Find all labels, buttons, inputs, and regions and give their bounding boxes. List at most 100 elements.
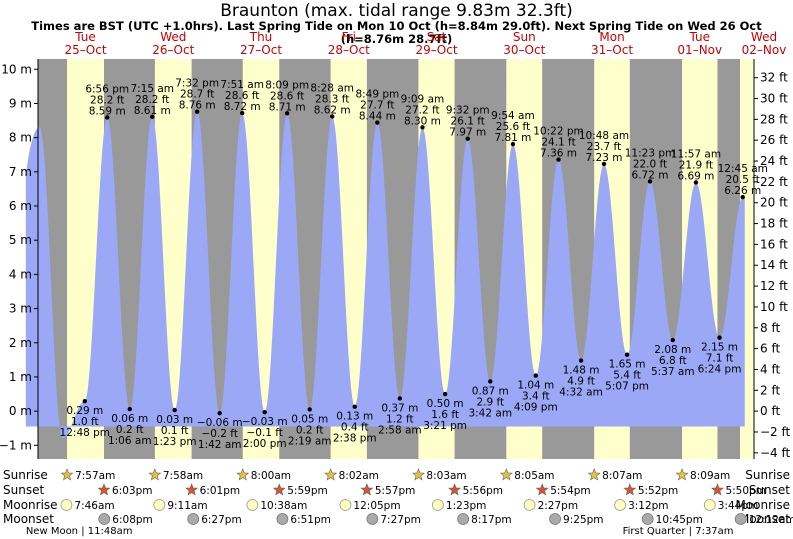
tide-metre-label: 0.37 m	[381, 402, 418, 414]
right-tick-label: 4 ft	[760, 362, 780, 376]
left-tick-label: 4 m	[9, 267, 32, 281]
tide-metre-label: 8.59 m	[89, 105, 126, 117]
sunset-time: 6:01pm	[200, 485, 240, 497]
tide-point	[510, 141, 516, 147]
tide-point	[601, 161, 607, 167]
tide-time-label: 5:07 pm	[605, 381, 649, 393]
tide-point	[150, 114, 155, 119]
sunrise-icon	[148, 468, 162, 481]
sunrise-time: 8:09am	[690, 470, 730, 482]
left-tick-label: 10 m	[1, 62, 32, 76]
moonrise-time: 12:05pm	[353, 500, 400, 512]
tide-metre-label: 0.50 m	[427, 398, 464, 410]
tide-point	[240, 110, 245, 116]
tide-point	[647, 179, 653, 184]
right-tick-label: 32 ft	[760, 71, 788, 85]
tide-time-label: 5:37 am	[651, 366, 695, 378]
tide-area	[25, 111, 745, 439]
sunrise-icon	[587, 468, 601, 481]
tide-feet-label: 20.5 ft	[726, 174, 760, 186]
tide-time-label: 8:28 am	[310, 82, 354, 94]
tide-feet-label: 3.4 ft	[522, 391, 550, 403]
sunset-icon	[272, 483, 286, 496]
tide-feet-label: 5.4 ft	[613, 370, 641, 382]
tide-point	[693, 180, 699, 185]
day-date: 25–Oct	[65, 43, 107, 57]
day-of-week: Tue	[74, 30, 96, 44]
sunrise-time: 8:00am	[251, 470, 291, 482]
sunset-time: 6:03pm	[112, 485, 152, 497]
moonrise-icon	[614, 499, 626, 511]
tide-feet-label: 28.3 ft	[315, 93, 349, 105]
tide-metre-label: 7.97 m	[449, 127, 486, 139]
tide-time-label: 10:22 pm	[533, 126, 584, 138]
tide-point	[670, 337, 675, 343]
tide-point	[172, 407, 177, 413]
tide-feet-label: 27.7 ft	[360, 100, 394, 112]
sunset-time: 5:56pm	[463, 485, 503, 497]
sunrise-icon	[411, 468, 425, 481]
day-header-labels: Tue25–OctWed26–OctThu27–OctFri28–OctSat2…	[65, 30, 787, 57]
day-of-week: Fri	[342, 30, 356, 44]
tide-point	[352, 404, 357, 409]
tide-time-label: 11:23 pm	[625, 147, 676, 159]
tide-metre-label: 6.69 m	[677, 170, 714, 182]
day-date: 01–Nov	[677, 43, 722, 57]
tide-metre-label: 7.23 m	[586, 152, 623, 164]
tide-time-label: 2:19 am	[288, 435, 332, 447]
tide-metre-label: −0.06 m	[197, 417, 243, 429]
tide-time-label: 4:32 am	[559, 387, 603, 399]
sunrise-icon	[60, 468, 74, 481]
day-of-week: Sat	[427, 30, 447, 44]
tide-metre-label: 0.03 m	[156, 414, 193, 426]
tide-time-label: 2:00 pm	[243, 438, 287, 450]
right-tick-label: 28 ft	[760, 112, 788, 126]
tide-point	[127, 406, 132, 412]
tide-point	[307, 407, 312, 412]
tide-point	[624, 352, 630, 357]
tide-metre-label: 7.81 m	[494, 132, 531, 144]
sunrise-time: 8:03am	[426, 470, 466, 482]
day-of-week: Wed	[160, 30, 186, 44]
tide-metre-label: 1.04 m	[517, 380, 554, 392]
left-tick-label: 2 m	[9, 336, 32, 350]
tide-metre-label: 6.72 m	[632, 169, 669, 181]
tide-metre-label: 8.44 m	[359, 111, 396, 123]
day-of-week: Sun	[513, 30, 536, 44]
tide-metre-label: 2.15 m	[701, 342, 738, 354]
moonrise-icon	[703, 499, 716, 511]
tide-time-label: 1:06 am	[108, 435, 152, 447]
day-of-week: Tue	[689, 30, 711, 44]
right-tick-label: 26 ft	[760, 133, 788, 147]
sunset-icon	[185, 483, 199, 496]
day-date: 26–Oct	[152, 43, 194, 57]
tide-point	[465, 136, 470, 141]
moonset-icon	[98, 513, 111, 525]
right-tick-label: 14 ft	[760, 258, 788, 272]
right-tick-label: 8 ft	[760, 321, 780, 335]
moonrise-time: 3:12pm	[628, 500, 668, 512]
tide-time-label: 4:09 pm	[514, 402, 558, 414]
moonset-icon	[366, 513, 379, 525]
moonrise-time: 2:27pm	[538, 500, 578, 512]
tide-feet-label: 28.2 ft	[90, 94, 124, 106]
tide-metre-label: 8.72 m	[224, 101, 261, 113]
sunset-icon	[623, 483, 637, 496]
moonset-time: 9:25pm	[563, 514, 603, 526]
moonrise-time: 9:11am	[167, 500, 207, 512]
sunset-icon	[448, 483, 462, 496]
tide-feet-label: 28.7 ft	[180, 89, 214, 101]
tide-metre-label: 8.71 m	[269, 101, 306, 113]
chart-title: Braunton (max. tidal range 9.83m 32.3ft)	[220, 1, 573, 21]
moonrise-icon	[432, 499, 444, 511]
tide-feet-label: −0.2 ft	[201, 428, 237, 440]
tide-time-label: 12:45 am	[718, 163, 768, 175]
tide-time-label: 1:23 pm	[153, 436, 197, 448]
sunrise-icon	[499, 468, 513, 481]
left-tick-label: 0 m	[9, 404, 32, 418]
tide-feet-label: 1.2 ft	[386, 413, 414, 425]
tide-feet-label: 1.0 ft	[71, 416, 99, 428]
tide-point	[420, 125, 425, 130]
tide-time-label: 7:15 am	[130, 83, 174, 95]
